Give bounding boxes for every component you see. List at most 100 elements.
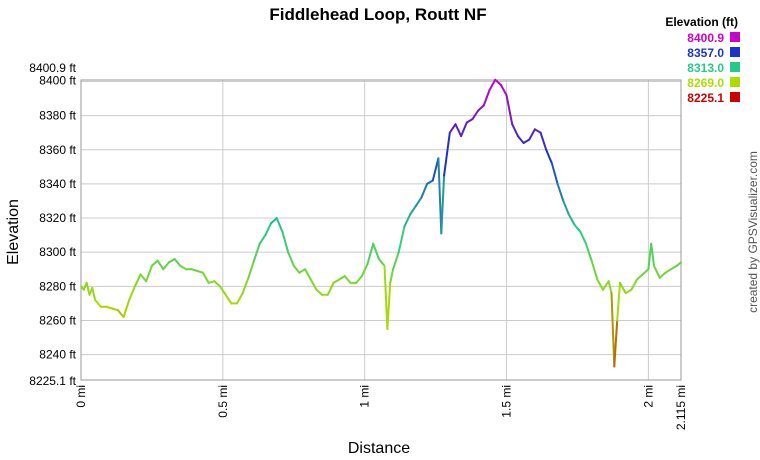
profile-segment xyxy=(448,123,457,134)
profile-segment xyxy=(636,273,644,281)
y-tick-label: 8360 ft xyxy=(39,143,76,157)
plot-area-border xyxy=(80,79,682,381)
profile-segment xyxy=(539,131,548,151)
profile-segment xyxy=(386,281,392,330)
profile-segment xyxy=(338,275,346,281)
x-tick-label: 0 mi xyxy=(74,385,88,408)
credit-text: created by GPSVisualizer.com xyxy=(746,151,760,313)
profile-segment xyxy=(528,128,536,141)
profile-segment xyxy=(607,280,613,295)
profile-segment xyxy=(533,128,542,134)
profile-segment xyxy=(454,123,463,138)
elevation-profile-line xyxy=(80,78,682,368)
profile-segment xyxy=(270,217,278,225)
legend-swatch xyxy=(730,32,740,42)
profile-segment xyxy=(315,288,324,296)
y-axis-ticks: 8225.1 ft 8240 ft 8260 ft 8280 ft 8300 ft 832… xyxy=(29,61,76,388)
profile-segment xyxy=(585,242,593,262)
profile-segment xyxy=(281,230,290,254)
profile-segment xyxy=(397,225,406,254)
profile-segment xyxy=(522,138,531,144)
profile-segment xyxy=(602,280,610,291)
profile-segment xyxy=(414,196,423,208)
profile-segment xyxy=(167,258,176,264)
profile-segment xyxy=(173,258,182,267)
legend-swatch xyxy=(730,77,740,87)
profile-segment xyxy=(460,121,468,138)
profile-segment xyxy=(630,278,638,291)
profile-segment xyxy=(253,242,261,262)
profile-segment xyxy=(326,281,335,296)
legend-swatch xyxy=(730,47,740,57)
profile-segment xyxy=(488,78,497,92)
profile-segment xyxy=(355,275,363,284)
profile-segment xyxy=(658,271,667,279)
profile-segment xyxy=(202,271,210,284)
x-tick-label: 2.115 mi xyxy=(674,385,688,430)
y-tick-label: 8300 ft xyxy=(39,245,76,259)
profile-segment xyxy=(179,264,187,271)
profile-segment xyxy=(420,182,429,199)
profile-segment xyxy=(579,230,587,245)
legend-swatch xyxy=(730,62,740,72)
profile-segment xyxy=(145,264,153,283)
x-axis-ticks: 0 mi 0.5 mi 1 mi 1.5 mi 2 mi 2.115 mi xyxy=(74,385,688,430)
profile-segment xyxy=(431,157,440,182)
profile-segment xyxy=(156,259,165,271)
profile-segment xyxy=(128,285,136,301)
profile-segment xyxy=(377,258,386,267)
legend-title: Elevation (ft) xyxy=(665,15,738,29)
profile-segment xyxy=(116,309,125,318)
profile-segment xyxy=(309,278,318,291)
profile-segment xyxy=(573,223,582,233)
profile-segment xyxy=(675,261,682,267)
profile-segment xyxy=(409,205,417,216)
profile-segment xyxy=(122,299,131,318)
profile-segment xyxy=(613,319,619,368)
profile-segment xyxy=(287,251,295,267)
profile-segment xyxy=(653,264,661,279)
profile-segment xyxy=(664,268,673,274)
legend-entry-label: 8225.1 xyxy=(687,91,724,105)
profile-segment xyxy=(471,109,480,121)
profile-segment xyxy=(150,259,159,267)
profile-segment xyxy=(511,123,519,138)
profile-segment xyxy=(616,281,621,322)
profile-segment xyxy=(298,268,307,274)
profile-segment xyxy=(670,264,678,271)
profile-segment xyxy=(443,131,451,177)
profile-segment xyxy=(440,174,446,235)
y-tick-label: 8320 ft xyxy=(39,211,76,225)
profile-segment xyxy=(139,273,148,283)
profile-segment xyxy=(505,94,514,126)
profile-segment xyxy=(241,276,250,295)
x-tick-label: 1.5 mi xyxy=(500,385,514,418)
profile-segment xyxy=(133,273,142,288)
y-tick-label: 8225.1 ft xyxy=(29,374,76,388)
profile-segment xyxy=(567,213,576,226)
profile-segment xyxy=(389,268,395,284)
profile-segment xyxy=(437,157,443,235)
profile-segment xyxy=(482,89,491,107)
profile-segment xyxy=(360,263,369,278)
profile-segment xyxy=(219,285,227,296)
profile-segment xyxy=(247,259,255,279)
x-axis-label: Distance xyxy=(348,440,410,457)
y-tick-label: 8340 ft xyxy=(39,177,76,191)
y-tick-label: 8260 ft xyxy=(39,313,76,327)
y-tick-label: 8400 ft xyxy=(39,74,76,88)
profile-segment xyxy=(650,242,655,267)
chart-title: Fiddlehead Loop, Routt NF xyxy=(269,5,486,24)
profile-segment xyxy=(162,261,170,271)
profile-segment xyxy=(610,292,616,368)
profile-segment xyxy=(499,83,508,97)
profile-segment xyxy=(383,264,389,330)
profile-segment xyxy=(477,104,485,112)
profile-segment xyxy=(596,278,604,291)
profile-segment xyxy=(516,135,525,144)
profile-segment xyxy=(392,251,400,271)
profile-segment xyxy=(264,222,273,237)
profile-segment xyxy=(343,275,352,284)
legend-entry-label: 8357.0 xyxy=(687,46,724,60)
